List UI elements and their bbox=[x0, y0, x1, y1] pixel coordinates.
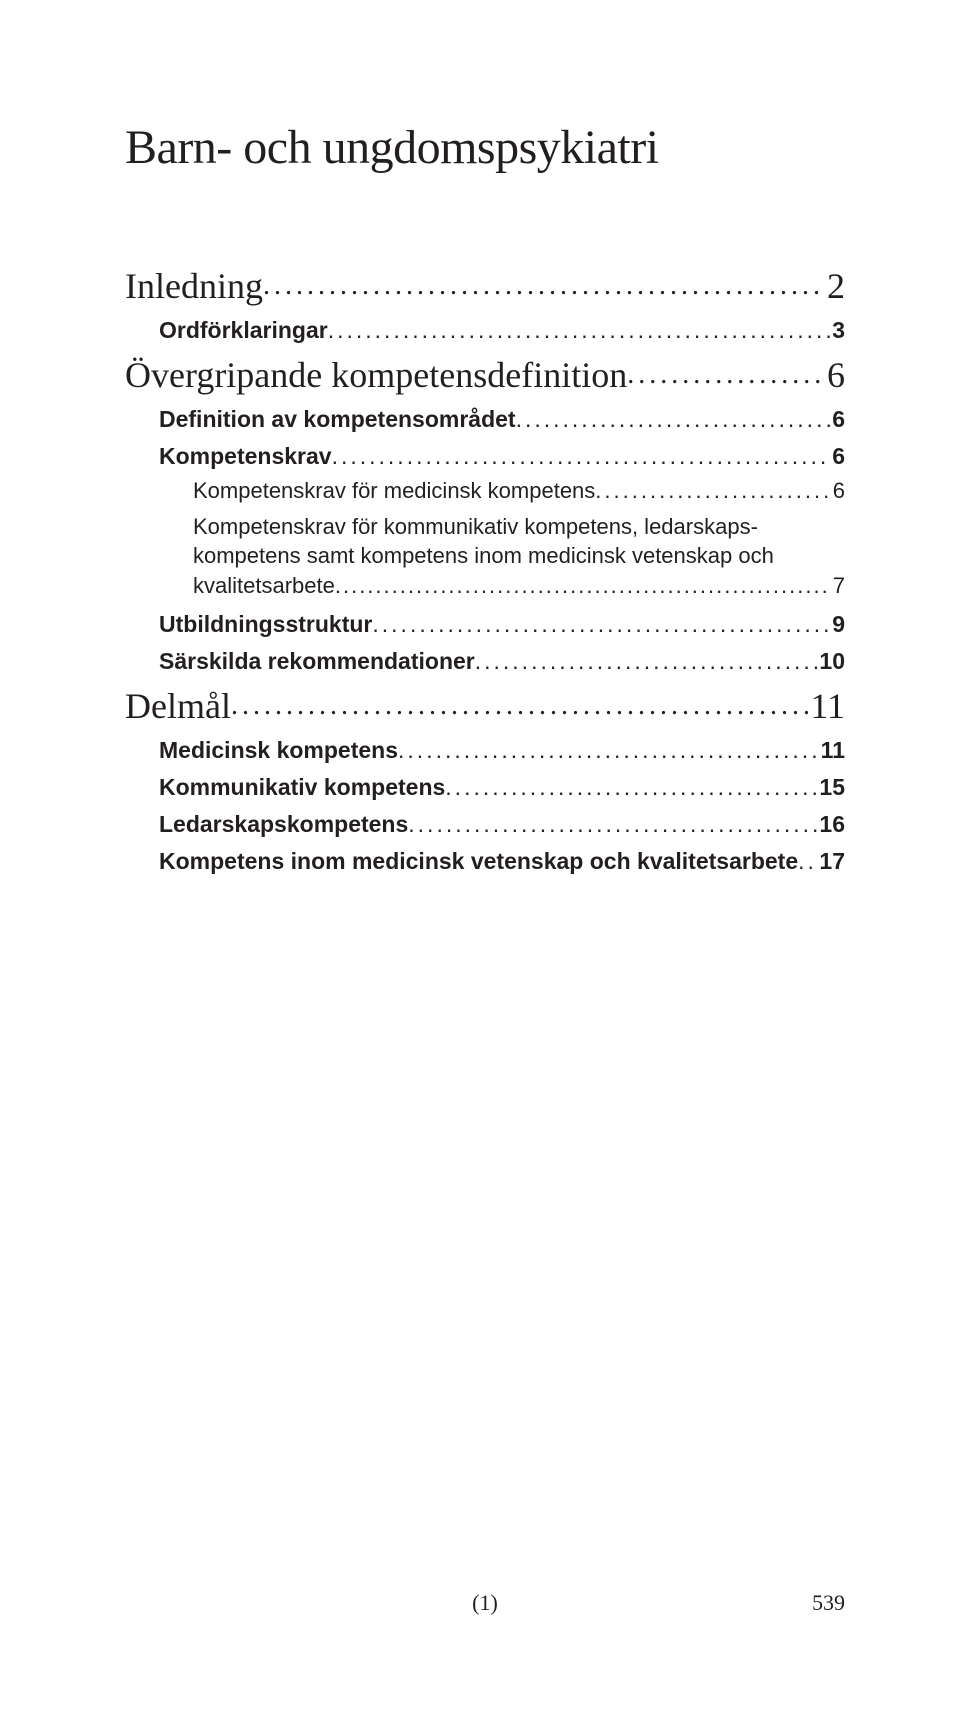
toc-leader bbox=[627, 359, 825, 391]
toc-page: 10 bbox=[817, 648, 845, 675]
toc-leader bbox=[516, 406, 831, 433]
toc-entry: Delmål 11 bbox=[125, 685, 845, 727]
toc-label: Kommunikativ kompetens bbox=[159, 774, 445, 801]
toc-label: Utbildningsstruktur bbox=[159, 611, 372, 638]
toc-entry: Särskilda rekommendationer 10 bbox=[159, 648, 845, 675]
toc-label: Kompetenskrav bbox=[159, 443, 332, 470]
toc-leader bbox=[475, 648, 818, 675]
footer-center: (1) bbox=[472, 1590, 498, 1616]
toc-entry: Ledarskapskompetens 16 bbox=[159, 811, 845, 838]
toc-entry: Övergripande kompetensdefinition 6 bbox=[125, 354, 845, 396]
toc-page: 17 bbox=[817, 848, 845, 875]
toc-page: 11 bbox=[808, 685, 845, 727]
toc-leader bbox=[372, 611, 830, 638]
toc-leader bbox=[335, 571, 831, 601]
table-of-contents: Inledning 2 Ordförklaringar 3 Övergripande k… bbox=[125, 265, 845, 875]
toc-page: 16 bbox=[817, 811, 845, 838]
toc-label: Övergripande kompetensdefinition bbox=[125, 354, 627, 396]
toc-leader bbox=[595, 476, 830, 506]
toc-page: 15 bbox=[817, 774, 845, 801]
toc-leader bbox=[408, 811, 817, 838]
toc-label: Ordförklaringar bbox=[159, 317, 328, 344]
toc-page: 2 bbox=[825, 265, 845, 307]
toc-entry: Kompetens inom medicinsk vetenskap och k… bbox=[159, 848, 845, 875]
toc-page: 6 bbox=[831, 476, 845, 506]
toc-label: Inledning bbox=[125, 265, 263, 307]
toc-leader bbox=[231, 690, 808, 722]
toc-page: 9 bbox=[830, 611, 845, 638]
toc-entry: Medicinsk kompetens 11 bbox=[159, 737, 845, 764]
toc-leader bbox=[263, 270, 825, 302]
toc-leader bbox=[445, 774, 817, 801]
toc-label: Ledarskapskompetens bbox=[159, 811, 408, 838]
toc-page: 3 bbox=[830, 317, 845, 344]
toc-page: 6 bbox=[825, 354, 845, 396]
page-footer: (1) 539 bbox=[125, 1590, 845, 1616]
toc-label: kvalitetsarbete bbox=[193, 571, 335, 601]
toc-label: Kompetens inom medicinsk vetenskap och k… bbox=[159, 848, 798, 875]
toc-leader bbox=[332, 443, 831, 470]
toc-label-line: Kompetenskrav för kommunikativ kompetens… bbox=[193, 512, 845, 542]
toc-leader bbox=[328, 317, 830, 344]
footer-right: 539 bbox=[812, 1590, 845, 1616]
toc-label: Särskilda rekommendationer bbox=[159, 648, 475, 675]
page-title: Barn- och ungdomspsykiatri bbox=[125, 120, 845, 175]
toc-page: 6 bbox=[830, 406, 845, 433]
toc-entry: Definition av kompetensområdet 6 bbox=[159, 406, 845, 433]
toc-label: Medicinsk kompetens bbox=[159, 737, 398, 764]
toc-label: Definition av kompetensområdet bbox=[159, 406, 516, 433]
toc-page: 11 bbox=[819, 737, 845, 764]
toc-entry: Kommunikativ kompetens 15 bbox=[159, 774, 845, 801]
toc-leader bbox=[398, 737, 819, 764]
toc-label-line: kompetens samt kompetens inom medicinsk … bbox=[193, 541, 845, 571]
toc-entry: Utbildningsstruktur 9 bbox=[159, 611, 845, 638]
toc-leader bbox=[798, 848, 817, 875]
toc-entry: Kompetenskrav 6 bbox=[159, 443, 845, 470]
toc-entry: Inledning 2 bbox=[125, 265, 845, 307]
toc-entry: Ordförklaringar 3 bbox=[159, 317, 845, 344]
toc-label: Delmål bbox=[125, 685, 231, 727]
toc-entry: Kompetenskrav för kommunikativ kompetens… bbox=[193, 512, 845, 601]
toc-entry: Kompetenskrav för medicinsk kompetens 6 bbox=[193, 476, 845, 506]
toc-label: Kompetenskrav för medicinsk kompetens bbox=[193, 476, 595, 506]
toc-page: 7 bbox=[831, 571, 845, 601]
toc-page: 6 bbox=[830, 443, 845, 470]
